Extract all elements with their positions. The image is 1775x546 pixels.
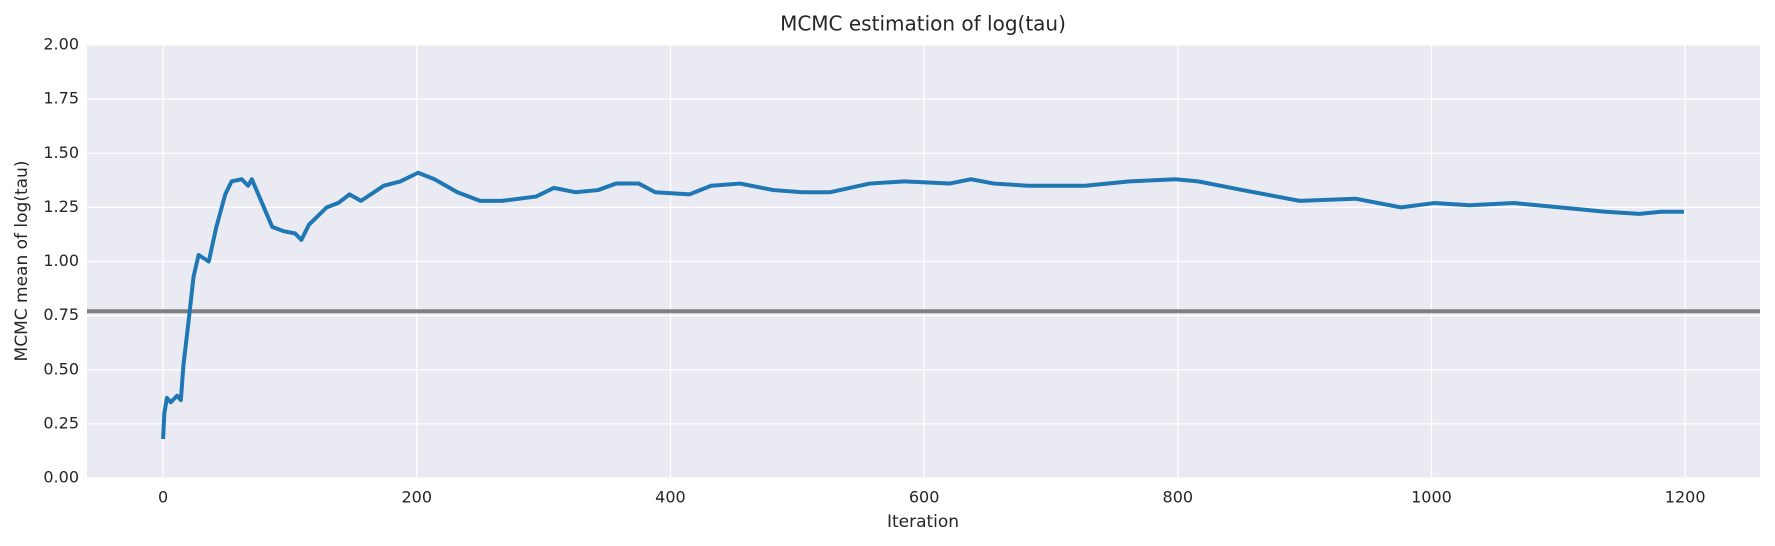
y-axis-label: MCMC mean of log(tau): [12, 161, 32, 362]
x-tick-label: 0: [158, 488, 168, 507]
y-tick-label: 1.75: [43, 89, 79, 108]
x-tick-label: 200: [402, 488, 433, 507]
x-tick-label: 1200: [1665, 488, 1706, 507]
y-tick-label: 0.25: [43, 413, 79, 432]
y-tick-label: 2.00: [43, 35, 79, 54]
x-tick-label: 600: [909, 488, 940, 507]
y-tick-label: 1.25: [43, 197, 79, 216]
x-tick-label: 1000: [1411, 488, 1452, 507]
x-axis-label: Iteration: [887, 512, 959, 532]
y-tick-label: 0.50: [43, 359, 79, 378]
x-tick-label: 400: [655, 488, 686, 507]
chart-title: MCMC estimation of log(tau): [780, 12, 1066, 36]
y-tick-label: 0.75: [43, 305, 79, 324]
y-tick-label: 0.00: [43, 468, 79, 487]
y-tick-label: 1.00: [43, 251, 79, 270]
x-tick-label: 800: [1163, 488, 1194, 507]
data-line: [161, 170, 1684, 440]
y-tick-label: 1.50: [43, 143, 79, 162]
